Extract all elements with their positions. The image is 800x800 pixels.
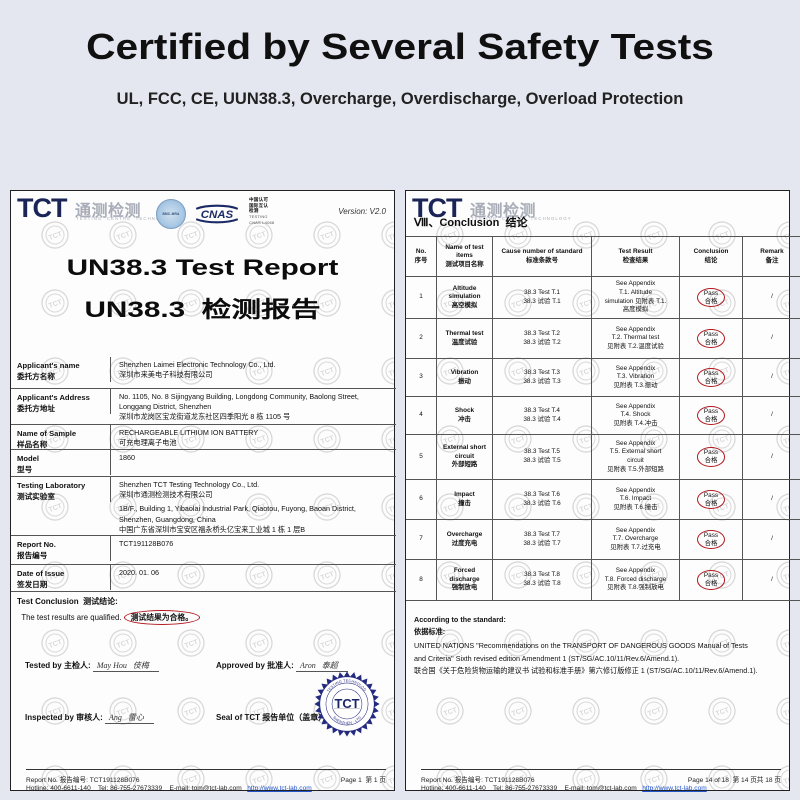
svg-text:CNAS: CNAS xyxy=(201,209,234,221)
svg-text:TCT: TCT xyxy=(334,696,359,711)
